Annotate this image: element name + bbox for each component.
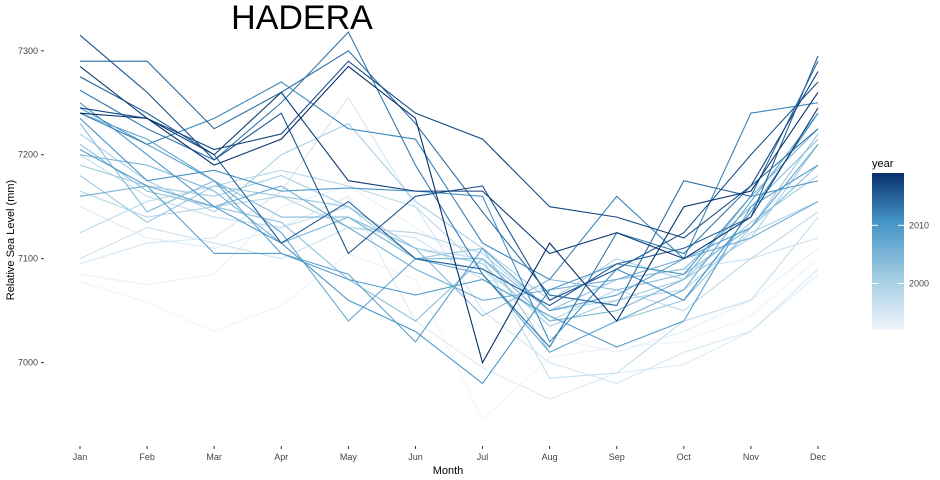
x-tick-label: Jul	[477, 452, 489, 462]
chart-title: HADERA	[231, 0, 373, 37]
series-line-2006	[79, 185, 819, 301]
series-line-1994	[79, 195, 819, 400]
x-tick-label: May	[340, 452, 358, 462]
series-line-2001	[79, 164, 819, 327]
series-line-2009	[79, 149, 819, 348]
series-line-2013	[79, 31, 819, 348]
series-line-2014	[80, 50, 819, 307]
x-tick-label: Jun	[408, 452, 423, 462]
series-line-2005	[79, 128, 819, 322]
y-tick-label: 7000	[18, 358, 38, 368]
series-line-2002	[79, 133, 819, 353]
series-line-2008	[79, 107, 819, 343]
y-axis: 7000 7100 7200 7300	[18, 46, 44, 368]
series-line-2010	[79, 102, 819, 385]
legend-tick-label: 2010	[909, 220, 929, 230]
legend-tick-label: 2000	[909, 278, 929, 288]
series-line-2019	[79, 65, 819, 365]
x-tick-label: Aug	[542, 452, 558, 462]
series-line-2003	[79, 138, 819, 322]
color-legend: year 2000 2010	[872, 158, 929, 330]
series-line-2011	[79, 112, 819, 343]
legend-title: year	[872, 158, 894, 170]
legend-colorbar	[872, 173, 904, 330]
x-tick-label: Feb	[139, 452, 155, 462]
series-line-2018	[79, 65, 819, 260]
series-lines	[79, 31, 819, 421]
x-axis-label: Month	[433, 465, 464, 477]
y-tick-label: 7100	[18, 254, 38, 264]
x-tick-label: Mar	[206, 452, 222, 462]
x-tick-label: Apr	[274, 452, 288, 462]
series-line-1993	[79, 185, 819, 353]
series-line-1999	[79, 190, 819, 312]
y-tick-label: 7300	[18, 46, 38, 56]
x-tick-label: Dec	[810, 452, 827, 462]
series-line-2015	[79, 55, 819, 307]
series-line-2000	[79, 122, 819, 301]
series-line-1992	[79, 252, 819, 421]
x-tick-label: Nov	[743, 452, 760, 462]
x-tick-label: Oct	[677, 452, 692, 462]
y-tick-label: 7200	[18, 150, 38, 160]
series-line-2007	[79, 112, 819, 353]
y-axis-label: Relative Sea Level (mm)	[5, 180, 17, 300]
x-axis: Jan Feb Mar Apr May Jun Jul Aug Sep Oct Nov Dec	[73, 446, 827, 462]
x-tick-label: Sep	[609, 452, 625, 462]
series-line-2017	[79, 60, 819, 239]
x-tick-label: Jan	[73, 452, 88, 462]
